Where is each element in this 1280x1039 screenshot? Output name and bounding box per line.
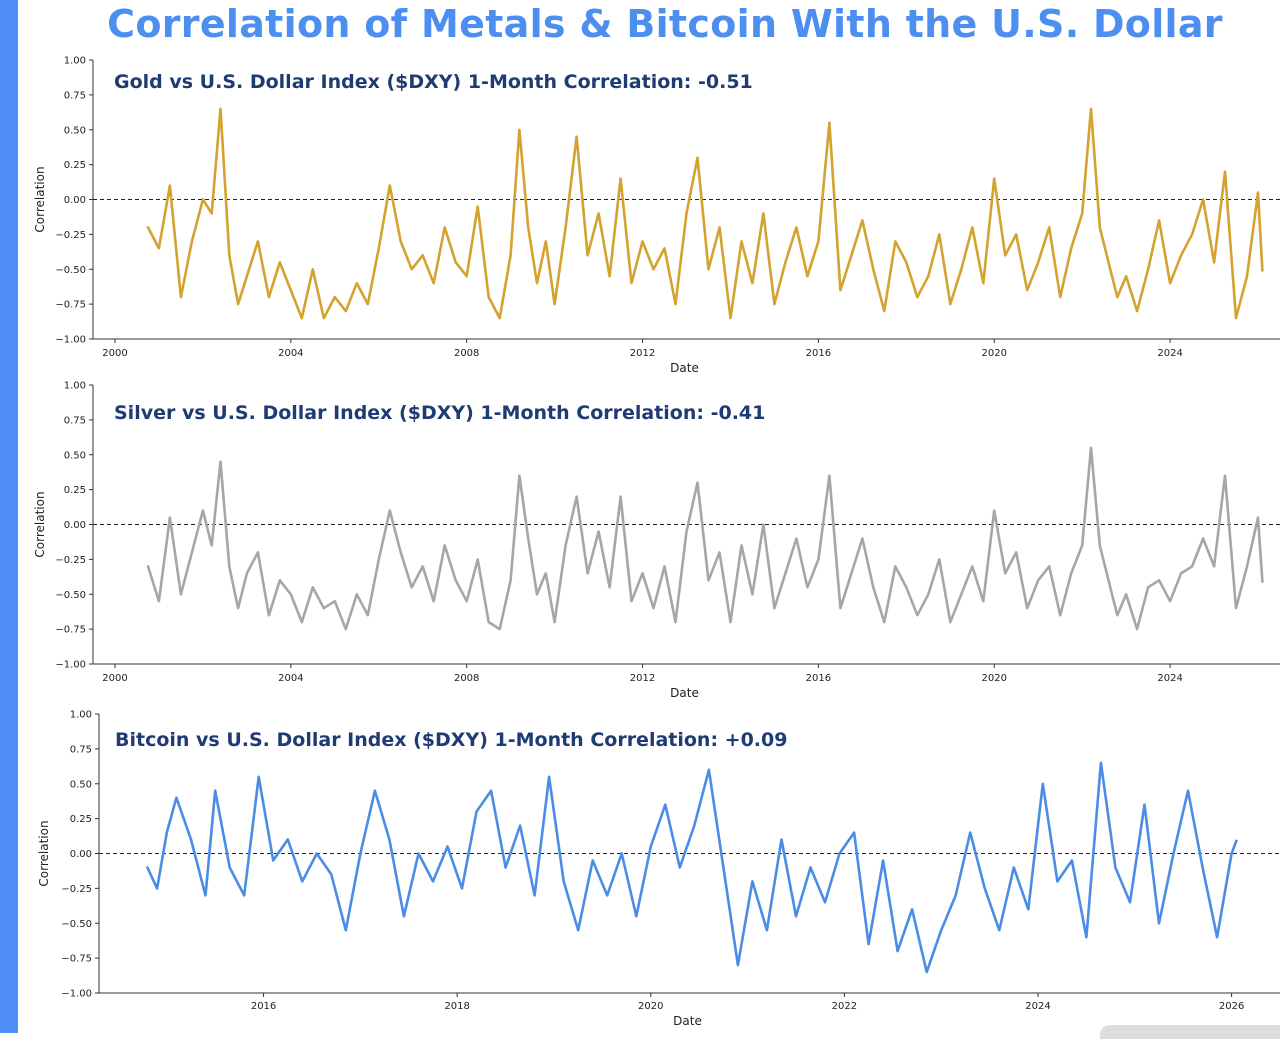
gold-x-tick-label: 2012	[630, 348, 655, 359]
gold-y-tick-label: −1.00	[55, 335, 86, 346]
gold-y-tick-label: 0.25	[64, 160, 86, 171]
silver-series-line	[146, 446, 1264, 631]
silver-x-tick-label: 2024	[1157, 673, 1182, 684]
gold-x-tick-label: 2008	[454, 348, 479, 359]
silver-y-tick-label: 0.25	[64, 485, 86, 496]
gold-y-tick-label: 0.75	[64, 90, 86, 101]
bitcoin-y-tick-label: 0.25	[70, 814, 92, 825]
silver-x-axis-label: Date	[670, 686, 699, 700]
silver-y-tick-label: −0.50	[55, 590, 86, 601]
silver-y-tick-label: 0.50	[64, 450, 86, 461]
silver-y-tick-label: 0.00	[64, 520, 86, 531]
gold-y-tick-label: −0.50	[55, 265, 86, 276]
gold-x-tick-label: 2004	[278, 348, 303, 359]
bitcoin-y-tick-label: −1.00	[61, 989, 92, 1000]
gold-y-tick-label: −0.75	[55, 300, 86, 311]
silver-y-tick-label: −0.25	[55, 555, 86, 566]
main-title: Correlation of Metals & Bitcoin With the…	[107, 2, 1223, 46]
bitcoin-y-tick-label: 0.50	[70, 779, 92, 790]
bitcoin-y-tick-label: −0.25	[61, 884, 92, 895]
bitcoin-y-axis-label: Correlation	[37, 820, 51, 886]
silver-chart: 1.00 0.75 0.50 0.25 0.00 −0.25 −0.50 −0.75 −1.00…	[33, 381, 1280, 700]
gold-y-tick-label: 0.00	[64, 195, 86, 206]
silver-x-tick-label: 2004	[278, 673, 303, 684]
gold-x-tick-label: 2000	[102, 348, 127, 359]
bitcoin-y-tick-label: −0.50	[61, 919, 92, 930]
bitcoin-y-tick-label: 0.75	[70, 744, 92, 755]
gold-y-tick-label: −0.25	[55, 230, 86, 241]
bitcoin-y-tick-label: −0.75	[61, 954, 92, 965]
left-accent-bar	[0, 0, 18, 1033]
gold-y-axis-label: Correlation	[33, 166, 47, 232]
silver-x-tick-label: 2016	[806, 673, 831, 684]
gold-chart: 1.00 0.75 0.50 0.25 0.00 −0.25 −0.50 −0.75 −1.00…	[33, 56, 1280, 375]
gold-y-tick-label: 0.50	[64, 125, 86, 136]
silver-y-tick-label: 0.75	[64, 415, 86, 426]
silver-y-tick-label: −0.75	[55, 625, 86, 636]
bitcoin-x-tick-label: 2016	[251, 1001, 276, 1012]
silver-panel-title: Silver vs U.S. Dollar Index ($DXY) 1-Mon…	[114, 402, 765, 424]
bitcoin-x-tick-label: 2020	[638, 1001, 663, 1012]
gold-x-tick-label: 2016	[806, 348, 831, 359]
silver-x-tick-label: 2020	[982, 673, 1007, 684]
bitcoin-chart: 1.00 0.75 0.50 0.25 0.00 −0.25 −0.50 −0.75 −1.00…	[37, 710, 1280, 1028]
silver-y-axis-label: Correlation	[33, 491, 47, 557]
bitcoin-x-tick-label: 2022	[832, 1001, 857, 1012]
scroll-indicator	[1100, 1025, 1280, 1039]
bitcoin-x-axis-label: Date	[673, 1014, 702, 1028]
gold-x-tick-label: 2020	[982, 348, 1007, 359]
silver-y-tick-label: −1.00	[55, 660, 86, 671]
silver-x-tick-label: 2000	[102, 673, 127, 684]
silver-y-tick-label: 1.00	[64, 381, 86, 392]
gold-series-line	[146, 107, 1264, 320]
bitcoin-panel-title: Bitcoin vs U.S. Dollar Index ($DXY) 1-Mo…	[115, 729, 787, 751]
silver-x-tick-label: 2008	[454, 673, 479, 684]
gold-y-tick-label: 1.00	[64, 56, 86, 67]
silver-x-tick-label: 2012	[630, 673, 655, 684]
bitcoin-series-line	[146, 761, 1238, 974]
gold-x-tick-label: 2024	[1157, 348, 1182, 359]
gold-x-axis-label: Date	[670, 361, 699, 375]
bitcoin-y-tick-label: 0.00	[70, 849, 92, 860]
bitcoin-x-tick-label: 2026	[1219, 1001, 1244, 1012]
bitcoin-x-tick-label: 2018	[444, 1001, 469, 1012]
gold-panel-title: Gold vs U.S. Dollar Index ($DXY) 1-Month…	[114, 71, 753, 93]
bitcoin-y-tick-label: 1.00	[70, 710, 92, 721]
bitcoin-x-tick-label: 2024	[1025, 1001, 1050, 1012]
